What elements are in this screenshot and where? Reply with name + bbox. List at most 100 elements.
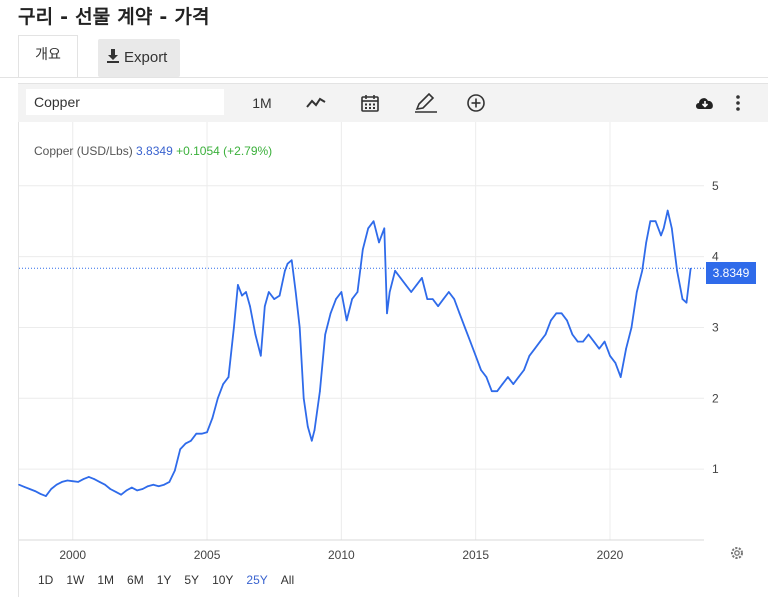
data-point — [378, 241, 380, 244]
data-point — [415, 284, 418, 286]
data-point — [211, 417, 214, 419]
data-point — [603, 340, 606, 343]
more-vertical-icon[interactable] — [734, 93, 742, 113]
data-point — [517, 376, 520, 378]
data-point — [273, 298, 276, 300]
data-point — [625, 347, 627, 350]
range-5y[interactable]: 5Y — [184, 573, 200, 587]
data-point — [93, 478, 95, 480]
data-point — [109, 488, 112, 490]
data-point — [523, 369, 525, 371]
data-point — [681, 298, 684, 300]
data-point — [571, 333, 574, 336]
data-point — [340, 291, 343, 293]
data-point — [491, 390, 493, 393]
data-point — [560, 312, 563, 315]
data-point — [645, 241, 647, 244]
data-point — [689, 267, 692, 270]
data-point — [598, 347, 600, 350]
data-point — [34, 490, 36, 492]
interval-button[interactable]: 1M — [252, 95, 272, 111]
plus-circle-icon[interactable] — [466, 93, 486, 113]
last-price-tag: 3.8349 — [706, 262, 756, 284]
export-button[interactable]: Export — [98, 39, 180, 77]
data-point — [501, 383, 504, 385]
data-point — [614, 362, 617, 364]
range-25y[interactable]: 25Y — [246, 573, 268, 587]
data-point — [298, 326, 301, 329]
data-point — [534, 347, 536, 350]
data-point — [453, 298, 456, 300]
data-point — [685, 301, 688, 304]
data-point — [307, 425, 309, 428]
chart-container — [18, 83, 768, 597]
data-point — [485, 376, 488, 378]
data-point — [480, 369, 482, 371]
tab-overview[interactable]: 개요 — [18, 35, 78, 77]
range-1w[interactable]: 1W — [66, 573, 85, 587]
settings-gear-icon[interactable] — [729, 545, 745, 561]
data-point — [77, 481, 79, 483]
data-point — [367, 227, 370, 230]
range-1m[interactable]: 1M — [97, 573, 115, 587]
data-point — [587, 333, 590, 336]
range-6m[interactable]: 6M — [127, 573, 144, 587]
data-point — [163, 483, 165, 486]
data-point — [254, 333, 257, 336]
calendar-icon[interactable] — [360, 93, 380, 113]
x-tick-label: 2020 — [597, 548, 624, 562]
pencil-icon[interactable] — [414, 93, 438, 113]
data-point — [104, 483, 106, 486]
legend-change: +0.1054 (+2.79%) — [176, 144, 273, 158]
data-point — [660, 234, 662, 237]
data-point — [206, 431, 208, 434]
data-point — [237, 284, 239, 286]
data-point — [82, 478, 85, 480]
data-point — [302, 397, 305, 400]
data-point — [61, 481, 63, 483]
data-point — [264, 305, 266, 308]
legend-value: 3.8349 — [136, 144, 173, 158]
data-point — [284, 270, 286, 272]
data-point — [555, 312, 558, 315]
range-1d[interactable]: 1D — [38, 573, 54, 587]
y-tick-label: 1 — [712, 462, 719, 476]
y-tick-label: 3 — [712, 320, 719, 334]
data-point — [464, 326, 466, 329]
data-point — [442, 298, 445, 300]
data-point — [311, 440, 313, 442]
data-point — [399, 277, 402, 279]
data-point — [136, 489, 138, 492]
data-point — [666, 209, 669, 212]
tab-bar: 개요 Export — [0, 35, 768, 78]
symbol-input[interactable] — [26, 89, 224, 115]
data-point — [507, 376, 509, 378]
cloud-download-icon[interactable] — [694, 93, 716, 113]
data-point — [388, 291, 391, 293]
data-point — [45, 495, 47, 497]
range-10y[interactable]: 10Y — [212, 573, 234, 587]
data-point — [362, 248, 364, 251]
data-point — [641, 270, 643, 272]
data-point — [28, 488, 31, 490]
legend-name: Copper (USD/Lbs) — [34, 144, 133, 158]
y-tick-label: 2 — [712, 391, 719, 405]
x-tick-label: 2005 — [194, 548, 221, 562]
data-point — [174, 469, 176, 472]
data-point — [544, 333, 547, 336]
download-icon — [107, 49, 119, 63]
chart-toolbar: 1M — [18, 84, 768, 122]
range-all[interactable]: All — [280, 573, 295, 587]
data-point — [50, 488, 52, 490]
data-point — [394, 270, 396, 272]
data-point — [345, 319, 348, 322]
range-1y[interactable]: 1Y — [156, 573, 172, 587]
data-point — [39, 493, 42, 495]
data-point — [125, 489, 128, 492]
data-point — [120, 493, 122, 496]
data-point — [539, 340, 541, 343]
data-point — [496, 390, 499, 393]
data-point — [200, 432, 203, 435]
line-chart-icon[interactable] — [306, 93, 326, 113]
